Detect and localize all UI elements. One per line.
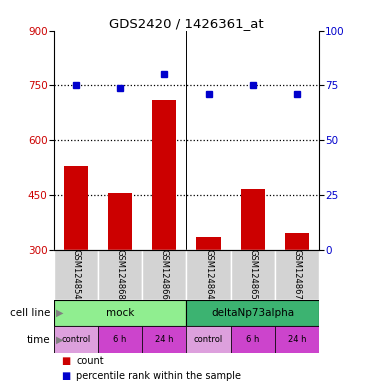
Bar bbox=[152, 100, 177, 250]
Text: control: control bbox=[61, 335, 91, 344]
Text: 24 h: 24 h bbox=[155, 335, 174, 344]
Bar bbox=[54, 326, 98, 353]
Bar bbox=[64, 166, 88, 250]
Text: ▶: ▶ bbox=[56, 335, 63, 345]
Bar bbox=[186, 300, 319, 326]
Bar bbox=[142, 250, 186, 300]
Text: GSM124867: GSM124867 bbox=[292, 249, 302, 300]
Text: GSM124866: GSM124866 bbox=[160, 249, 169, 300]
Bar bbox=[231, 326, 275, 353]
Bar bbox=[54, 300, 186, 326]
Text: GSM124854: GSM124854 bbox=[71, 249, 81, 300]
Text: percentile rank within the sample: percentile rank within the sample bbox=[76, 371, 241, 381]
Text: mock: mock bbox=[106, 308, 134, 318]
Text: GSM124868: GSM124868 bbox=[116, 249, 125, 300]
Bar bbox=[186, 250, 231, 300]
Text: 24 h: 24 h bbox=[288, 335, 306, 344]
Title: GDS2420 / 1426361_at: GDS2420 / 1426361_at bbox=[109, 17, 264, 30]
Text: time: time bbox=[26, 335, 50, 345]
Bar bbox=[231, 250, 275, 300]
Bar bbox=[240, 189, 265, 250]
Bar bbox=[108, 193, 132, 250]
Text: ▶: ▶ bbox=[56, 308, 63, 318]
Bar bbox=[98, 326, 142, 353]
Bar bbox=[285, 233, 309, 250]
Text: GSM124865: GSM124865 bbox=[248, 249, 257, 300]
Text: 6 h: 6 h bbox=[114, 335, 127, 344]
Bar bbox=[54, 250, 98, 300]
Text: GSM124864: GSM124864 bbox=[204, 249, 213, 300]
Bar bbox=[98, 250, 142, 300]
Text: count: count bbox=[76, 356, 104, 366]
Bar bbox=[275, 326, 319, 353]
Text: deltaNp73alpha: deltaNp73alpha bbox=[211, 308, 294, 318]
Text: cell line: cell line bbox=[10, 308, 50, 318]
Bar bbox=[142, 326, 186, 353]
Bar bbox=[186, 326, 231, 353]
Text: ■: ■ bbox=[61, 356, 70, 366]
Bar bbox=[275, 250, 319, 300]
Bar bbox=[196, 237, 221, 250]
Text: 6 h: 6 h bbox=[246, 335, 259, 344]
Text: ■: ■ bbox=[61, 371, 70, 381]
Text: control: control bbox=[194, 335, 223, 344]
